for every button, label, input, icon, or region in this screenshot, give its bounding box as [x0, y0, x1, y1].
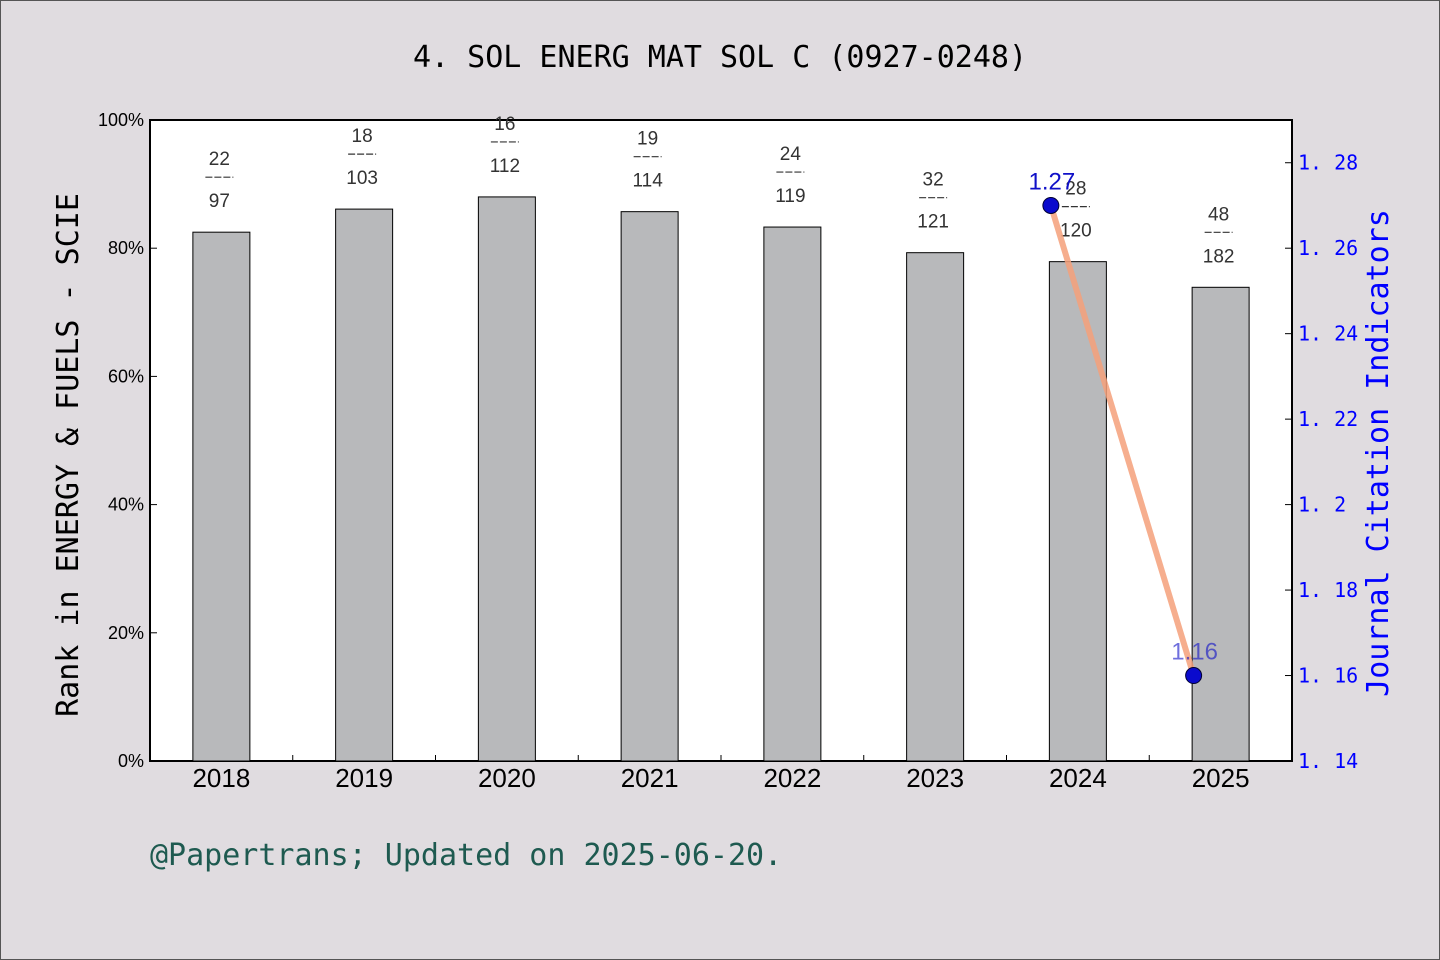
bar-total-label: 112 — [490, 156, 520, 177]
bar-2022 — [763, 226, 822, 762]
bar-total-label: 121 — [917, 212, 949, 233]
x-tick-label: 2023 — [906, 763, 964, 793]
jci-line — [1047, 202, 1197, 679]
bar-rank-label: 24 — [780, 144, 802, 165]
y2-tick-label: 1. 16 — [1298, 664, 1358, 688]
bar-total-label: 103 — [346, 168, 378, 189]
bar-rank-label: 28 — [1065, 179, 1086, 200]
y2-axis-label: Journal Citation Indicators — [1361, 209, 1396, 697]
y-tick-label: 60% — [108, 366, 144, 386]
jci-point — [1042, 196, 1060, 214]
bar-rank-label: 18 — [352, 126, 373, 147]
bar-total-label: 119 — [775, 186, 805, 207]
y-tick-label: 80% — [108, 238, 144, 258]
x-tick-label: 2022 — [763, 763, 821, 793]
jci-value-label: 1.27 — [1029, 168, 1076, 195]
x-tick-label: 2018 — [192, 763, 250, 793]
x-tick-label: 2019 — [335, 763, 393, 793]
bar-rank-label: 32 — [923, 170, 944, 191]
bar-total-label: 114 — [632, 171, 663, 192]
bar-total-label: 120 — [1060, 221, 1092, 242]
x-tick-label: 2020 — [478, 763, 536, 793]
bar-rank-label: 19 — [637, 129, 658, 150]
chart-title: 4. SOL ENERG MAT SOL C (0927-0248) — [413, 40, 1027, 75]
y2-tick-label: 1. 18 — [1298, 578, 1358, 602]
y-tick-label: 0% — [118, 751, 144, 771]
y2-tick-label: 1. 22 — [1298, 407, 1358, 431]
bar-2024 — [1048, 261, 1107, 762]
x-tick-label: 2021 — [621, 763, 679, 793]
x-tick-label: 2025 — [1192, 763, 1250, 793]
footer-credit: @Papertrans; Updated on 2025-06-20. — [150, 838, 782, 873]
bar-rank-label: 16 — [494, 114, 515, 135]
bar-total-label: 97 — [209, 191, 230, 212]
y2-tick-label: 1. 26 — [1298, 236, 1358, 260]
y-axis-label: Rank in ENERGY & FUELS - SCIE — [51, 193, 86, 717]
bar-2025 — [1191, 286, 1250, 762]
bar-total-label: 182 — [1203, 246, 1235, 267]
bar-2018 — [192, 231, 251, 762]
y2-tick-label: 1. 28 — [1298, 151, 1358, 175]
y-tick-label: 40% — [108, 495, 144, 515]
bar-rank-label: 22 — [209, 149, 230, 170]
bar-2019 — [335, 208, 394, 762]
y2-tick-label: 1. 14 — [1298, 749, 1358, 773]
bar-rank-label: 48 — [1208, 204, 1229, 225]
jci-point — [1185, 667, 1203, 685]
y-tick-label: 20% — [108, 623, 144, 643]
y-tick-label: 100% — [98, 110, 144, 130]
bar-2023 — [906, 252, 965, 762]
y2-tick-label: 1. 2 — [1298, 493, 1346, 517]
bar-2021 — [620, 211, 679, 762]
jci-value-label: 1.16 — [1171, 639, 1218, 666]
x-tick-label: 2024 — [1049, 763, 1107, 793]
y2-tick-label: 1. 24 — [1298, 322, 1358, 346]
bar-2020 — [477, 196, 536, 762]
